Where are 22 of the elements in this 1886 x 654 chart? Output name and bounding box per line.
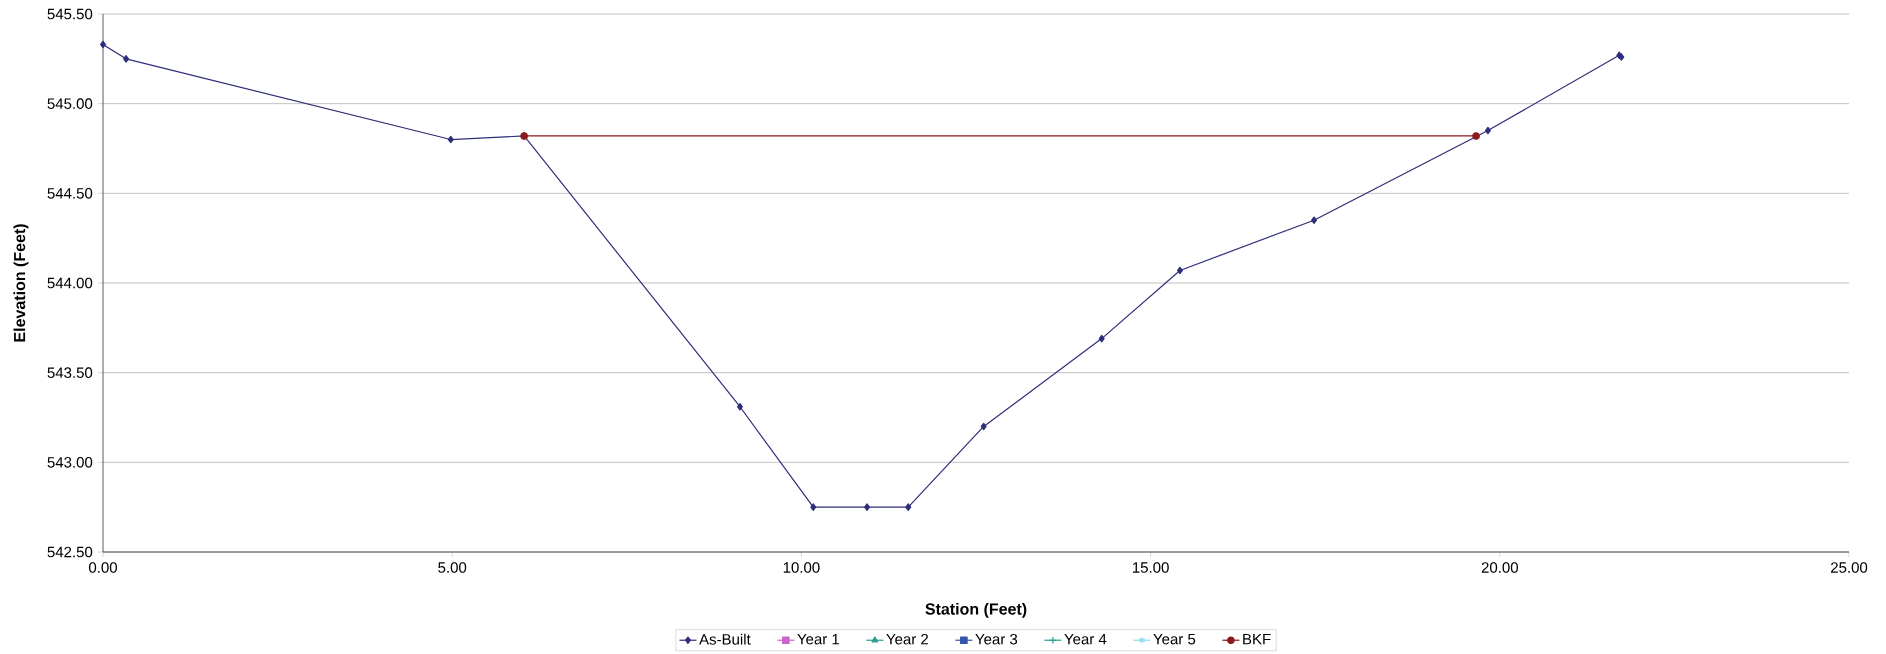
legend-label: Year 4 xyxy=(1064,633,1107,645)
legend-label: Year 2 xyxy=(886,633,929,645)
y-tick-label: 544.00 xyxy=(47,277,93,289)
legend-label: Year 1 xyxy=(797,633,840,645)
legend-label: BKF xyxy=(1243,633,1271,645)
y-tick-label: 543.00 xyxy=(47,457,93,468)
x-tick-label: 20.00 xyxy=(1481,562,1518,573)
y-tick-label: 543.50 xyxy=(47,367,93,378)
x-axis-title: Station (Feet) xyxy=(925,602,1027,618)
legend-label: Year 3 xyxy=(975,633,1018,645)
y-tick-label: 542.50 xyxy=(47,546,93,558)
y-axis-title: Elevation (Feet) xyxy=(13,224,29,342)
x-tick-label: 10.00 xyxy=(783,562,820,573)
legend-label: As-Built xyxy=(699,633,751,645)
x-tick-label: 0.00 xyxy=(89,562,117,573)
x-tick-label: 25.00 xyxy=(1831,562,1868,573)
y-tick-label: 545.00 xyxy=(47,98,93,109)
x-tick-label: 5.00 xyxy=(438,562,467,573)
y-tick-label: 545.50 xyxy=(47,8,93,20)
x-tick-label: 15.00 xyxy=(1132,562,1169,573)
y-tick-label: 544.50 xyxy=(47,188,93,199)
legend-label: Year 5 xyxy=(1153,633,1196,645)
